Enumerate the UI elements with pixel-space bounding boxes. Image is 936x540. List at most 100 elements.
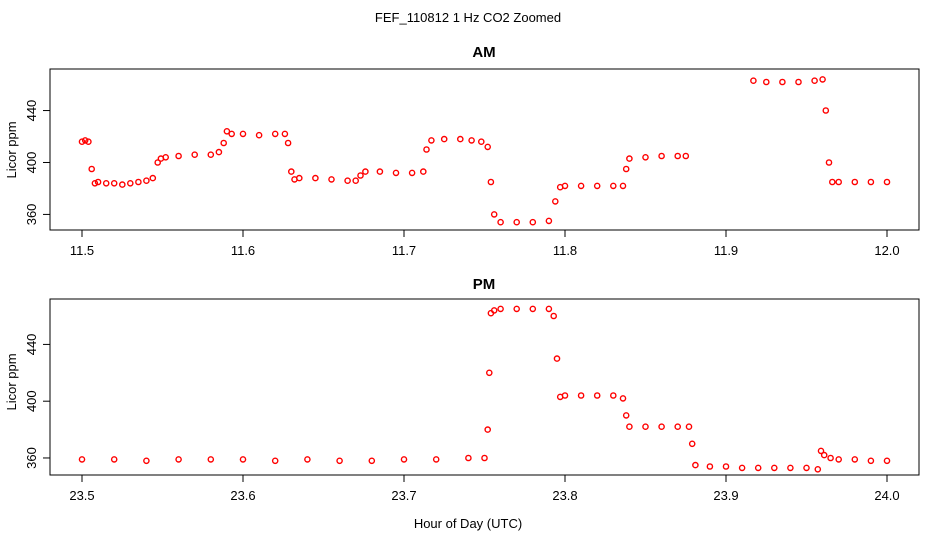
chart-am-data-point [577, 182, 585, 190]
chart-pm-data-point [820, 451, 828, 459]
chart-pm-data-point [481, 454, 488, 462]
chart-pm-data-point [883, 457, 891, 465]
chart-am-data-point [85, 138, 92, 145]
chart-pm-data-point [642, 423, 649, 431]
chart-am-data-point [593, 182, 601, 190]
chart-pm-data-point [803, 464, 810, 472]
chart-am-data-point [682, 152, 690, 160]
chart-pm-data-point [271, 457, 279, 465]
chart-am-data-point [642, 153, 649, 161]
chart-am-title: AM [472, 44, 495, 61]
chart-pm-data-point [336, 457, 343, 465]
chart-pm-x-tick-label: 24.0 [874, 488, 899, 503]
chart-am-data-point [477, 138, 485, 145]
chart-pm-data-point [529, 305, 537, 313]
chart-am-data-point [763, 78, 770, 86]
chart-am-data-point [284, 139, 292, 147]
chart-am-data-point [392, 169, 400, 177]
chart-am-data-point [143, 177, 150, 184]
chart-pm-data-point [674, 423, 682, 431]
chart-am-data-point [281, 130, 289, 138]
chart-pm-data-point [110, 456, 118, 463]
chart-pm-points [78, 305, 891, 473]
chart-am-points [78, 76, 891, 226]
chart-pm-data-point [207, 456, 215, 463]
chart-am-data-point [78, 138, 86, 145]
chart-am-data-point [362, 168, 369, 175]
chart-am-data-point [135, 178, 142, 186]
chart-am-data-point [610, 182, 617, 190]
chart-am-data-point [513, 218, 521, 226]
chart-am-data-point [239, 130, 247, 138]
chart-pm-data-point [550, 312, 558, 320]
chart-am-data-point [220, 139, 227, 147]
chart-am-data-point [819, 76, 826, 83]
chart-am-x-tick-label: 11.6 [231, 243, 255, 258]
chart-am-data-point [119, 181, 126, 188]
chart-am-data-point [428, 137, 435, 144]
chart-am-y-tick-label: 400 [24, 152, 39, 174]
chart-am-x-tick-label: 11.5 [70, 243, 94, 258]
chart-pm-data-point [484, 426, 492, 433]
chart-am-data-point [215, 148, 223, 156]
chart-am-data-point [328, 176, 335, 183]
chart-pm-data-point [143, 457, 150, 465]
chart-am-data-point [658, 152, 665, 160]
chart-pm-data-point [771, 464, 778, 472]
chart-am-data-point [154, 159, 161, 166]
chart-pm-data-point [626, 423, 633, 431]
chart-am-data-point [312, 174, 319, 182]
chart-pm-data-point [622, 412, 630, 419]
chart-am-data-point [162, 153, 169, 161]
chart-am-y-axis: 360 400 440 [24, 100, 50, 225]
chart-am-x-tick-label: 11.8 [553, 243, 577, 258]
chart-pm-data-point [239, 456, 247, 463]
chart-am-data-point [487, 178, 495, 186]
chart-am-frame [49, 68, 920, 231]
chart-am-data-point [497, 218, 504, 226]
chart-pm-x-tick-label: 23.6 [230, 488, 255, 503]
chart-pm-data-point [545, 305, 553, 313]
chart-am-data-point [376, 168, 384, 175]
chart-am-data-point [829, 178, 836, 186]
chart-am-data-point [851, 178, 859, 186]
chart-pm-data-point [593, 392, 601, 399]
chart-am-data-point [811, 77, 818, 84]
chart-am-data-point [255, 131, 263, 139]
chart-pm-x-tick-label: 23.5 [69, 488, 94, 503]
chart-pm-data-point [706, 463, 714, 470]
chart-pm-data-point [722, 463, 730, 470]
chart-am-data-point [456, 135, 464, 143]
chart-pm-data-point [814, 465, 822, 473]
chart-pm-data-point [658, 423, 665, 431]
chart-am-data-point [102, 179, 110, 187]
chart-pm-data-point [465, 454, 472, 462]
chart-am-data-point [440, 135, 448, 143]
figure-x-axis-label: Hour of Day (UTC) [414, 516, 522, 531]
chart-am-data-point [626, 155, 633, 162]
chart-am-y-axis-label: Licor ppm [4, 121, 19, 178]
chart-am-data-point [490, 211, 498, 218]
chart-am-data-point [127, 179, 134, 187]
chart-pm-data-point [400, 456, 408, 463]
chart-am-data-point [867, 178, 875, 186]
chart-pm-data-point [175, 456, 182, 463]
chart-pm-data-point [867, 457, 875, 465]
chart-am-data-point [81, 137, 89, 144]
chart-pm-data-point [610, 392, 617, 399]
chart-pm-title: PM [473, 276, 496, 293]
chart-pm-y-axis-label: Licor ppm [4, 353, 19, 410]
chart-am-x-tick-label: 12.0 [874, 243, 899, 258]
chart-pm-data-point [835, 456, 843, 463]
chart-am-data-point [110, 179, 118, 187]
chart-am-data-point [822, 107, 830, 114]
chart-am-data-point [468, 137, 475, 144]
chart-am-data-point [191, 151, 198, 158]
chart-pm-data-point [553, 355, 561, 362]
chart-pm-data-point [619, 395, 627, 402]
chart-am-data-point [228, 130, 235, 138]
chart-pm-data-point [78, 456, 86, 463]
chart-am-data-point [529, 218, 537, 226]
chart-am-data-point [622, 165, 630, 173]
